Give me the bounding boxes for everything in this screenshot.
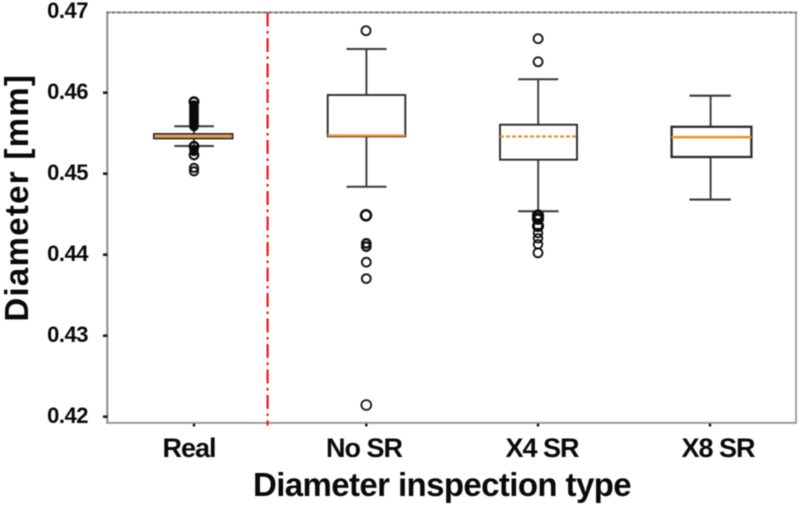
svg-text:0.42: 0.42 xyxy=(47,403,88,428)
svg-text:0.44: 0.44 xyxy=(47,241,89,266)
svg-text:Diameter inspection type: Diameter inspection type xyxy=(253,466,631,503)
svg-text:0.47: 0.47 xyxy=(47,0,88,23)
svg-text:No SR: No SR xyxy=(326,433,403,463)
svg-text:Real: Real xyxy=(162,433,215,463)
svg-text:0.45: 0.45 xyxy=(47,160,88,185)
svg-text:X8 SR: X8 SR xyxy=(681,433,755,463)
svg-text:0.46: 0.46 xyxy=(47,79,88,104)
svg-text:0.43: 0.43 xyxy=(47,322,88,347)
svg-text:X4 SR: X4 SR xyxy=(505,433,579,463)
svg-text:Diameter [mm]: Diameter [mm] xyxy=(0,74,35,322)
